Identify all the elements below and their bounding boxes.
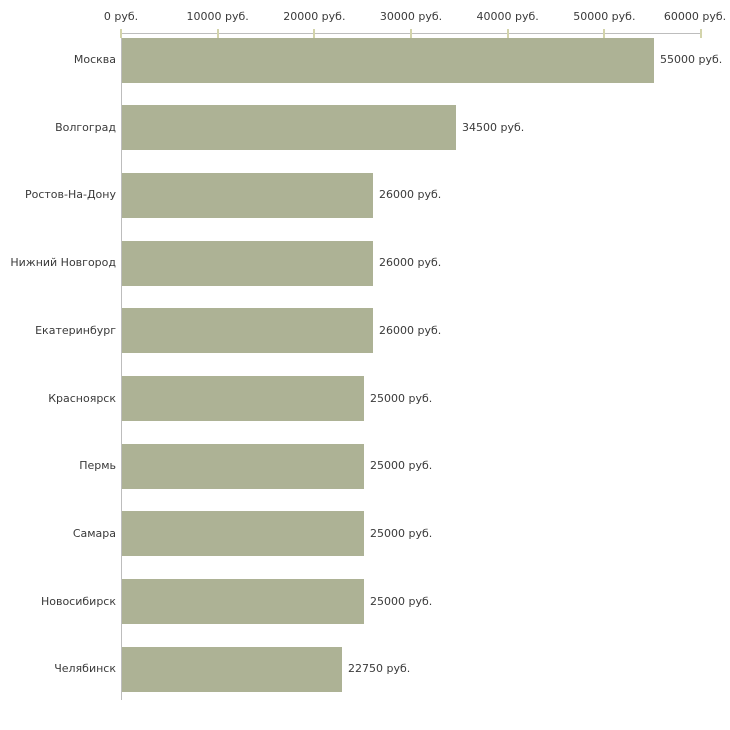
category-label: Челябинск bbox=[54, 662, 116, 675]
x-tick-label: 10000 руб. bbox=[186, 10, 249, 23]
x-tick-label: 20000 руб. bbox=[283, 10, 346, 23]
category-label: Красноярск bbox=[48, 392, 116, 405]
value-label: 25000 руб. bbox=[370, 595, 433, 608]
x-tick bbox=[410, 29, 412, 38]
category-label: Волгоград bbox=[55, 121, 116, 134]
y-axis-line bbox=[121, 33, 122, 700]
value-label: 25000 руб. bbox=[370, 527, 433, 540]
category-label: Нижний Новгород bbox=[10, 256, 116, 269]
value-label: 26000 руб. bbox=[379, 256, 442, 269]
category-label: Ростов-На-Дону bbox=[24, 188, 116, 201]
x-tick-label: 30000 руб. bbox=[379, 10, 443, 23]
bar bbox=[122, 443, 364, 489]
x-tick bbox=[700, 29, 702, 38]
x-tick-label: 0 руб. bbox=[103, 10, 139, 23]
value-label: 25000 руб. bbox=[370, 459, 433, 472]
category-label: Пермь bbox=[79, 459, 116, 472]
bar bbox=[122, 646, 342, 692]
value-label: 26000 руб. bbox=[379, 188, 442, 201]
bar bbox=[122, 240, 373, 286]
bar bbox=[122, 579, 364, 625]
bar bbox=[122, 37, 654, 83]
x-tick-label: 40000 руб. bbox=[476, 10, 539, 23]
category-label: Екатеринбург bbox=[35, 324, 116, 337]
x-tick-label: 60000 руб. bbox=[663, 10, 727, 23]
x-tick bbox=[216, 29, 219, 38]
bar bbox=[122, 376, 364, 421]
x-tick-label: 50000 руб. bbox=[573, 10, 636, 23]
bar bbox=[122, 308, 373, 354]
category-label: Новосибирск bbox=[40, 595, 116, 608]
bar bbox=[122, 172, 373, 218]
x-tick bbox=[313, 29, 316, 38]
value-label: 22750 руб. bbox=[348, 662, 411, 675]
x-tick bbox=[120, 29, 122, 38]
category-label: Москва bbox=[73, 53, 116, 66]
bar bbox=[122, 105, 456, 151]
value-label: 55000 руб. bbox=[660, 53, 723, 66]
bar bbox=[122, 511, 364, 557]
value-label: 34500 руб. bbox=[462, 121, 525, 134]
x-tick bbox=[603, 29, 606, 38]
value-label: 25000 руб. bbox=[370, 392, 433, 405]
category-label: Самара bbox=[72, 527, 116, 540]
value-label: 26000 руб. bbox=[379, 324, 442, 337]
x-tick bbox=[506, 29, 509, 38]
